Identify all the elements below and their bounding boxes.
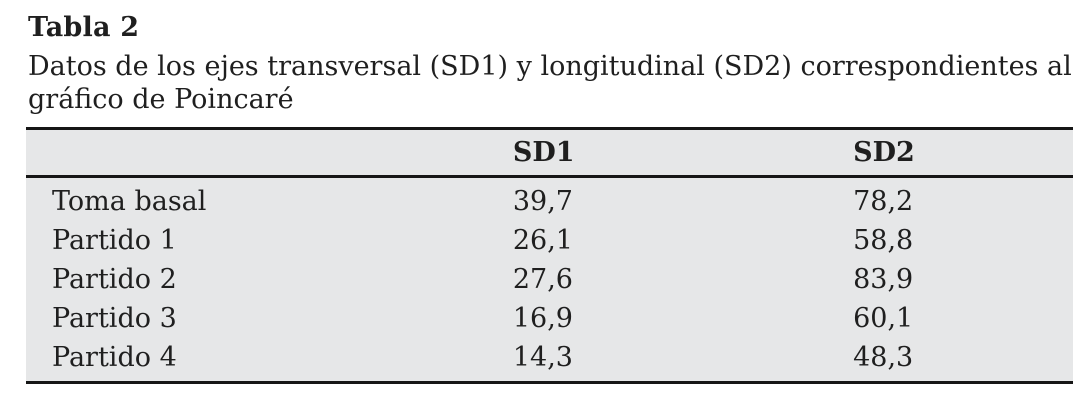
data-table: SD1 SD2 Toma basal 39,7 78,2 Partido 1 2… bbox=[26, 127, 1073, 385]
table-row: Toma basal 39,7 78,2 bbox=[26, 177, 1073, 222]
column-header-sd1: SD1 bbox=[512, 128, 854, 179]
table-row: Partido 2 27,6 83,9 bbox=[26, 260, 1073, 299]
sd1-value: 39,7 bbox=[512, 186, 573, 218]
sd2-value: 78,2 bbox=[853, 186, 914, 218]
row-label: Partido 4 bbox=[52, 342, 177, 374]
row-label: Toma basal bbox=[52, 186, 207, 218]
row-label: Partido 2 bbox=[52, 264, 177, 296]
table-row: Partido 1 26,1 58,8 bbox=[26, 221, 1073, 260]
table-title: Tabla 2 bbox=[28, 12, 140, 43]
column-header-empty bbox=[26, 128, 513, 179]
table-caption: Datos de los ejes transversal (SD1) y lo… bbox=[28, 50, 1073, 116]
table-header: SD1 SD2 bbox=[26, 128, 1073, 179]
paper-table-figure: Tabla 2 Datos de los ejes transversal (S… bbox=[26, 12, 1073, 385]
row-label: Partido 1 bbox=[52, 225, 177, 257]
table-body: Toma basal 39,7 78,2 Partido 1 26,1 58,8… bbox=[26, 177, 1073, 383]
sd2-value: 48,3 bbox=[853, 342, 914, 374]
column-header-sd2: SD2 bbox=[853, 128, 1073, 179]
table-caption-line-2: gráfico de Poincaré bbox=[28, 84, 294, 116]
table-header-row: SD1 SD2 bbox=[26, 128, 1073, 179]
table-caption-line-1: Datos de los ejes transversal (SD1) y lo… bbox=[28, 51, 1072, 83]
sd2-value: 83,9 bbox=[853, 264, 914, 296]
row-label: Partido 3 bbox=[52, 303, 177, 335]
sd2-value: 60,1 bbox=[853, 303, 914, 335]
sd1-value: 27,6 bbox=[512, 264, 573, 296]
sd2-value: 58,8 bbox=[853, 225, 914, 257]
table-row: Partido 3 16,9 60,1 bbox=[26, 299, 1073, 338]
sd1-value: 16,9 bbox=[512, 303, 573, 335]
sd1-value: 26,1 bbox=[512, 225, 573, 257]
table-row: Partido 4 14,3 48,3 bbox=[26, 338, 1073, 383]
sd1-value: 14,3 bbox=[512, 342, 573, 374]
